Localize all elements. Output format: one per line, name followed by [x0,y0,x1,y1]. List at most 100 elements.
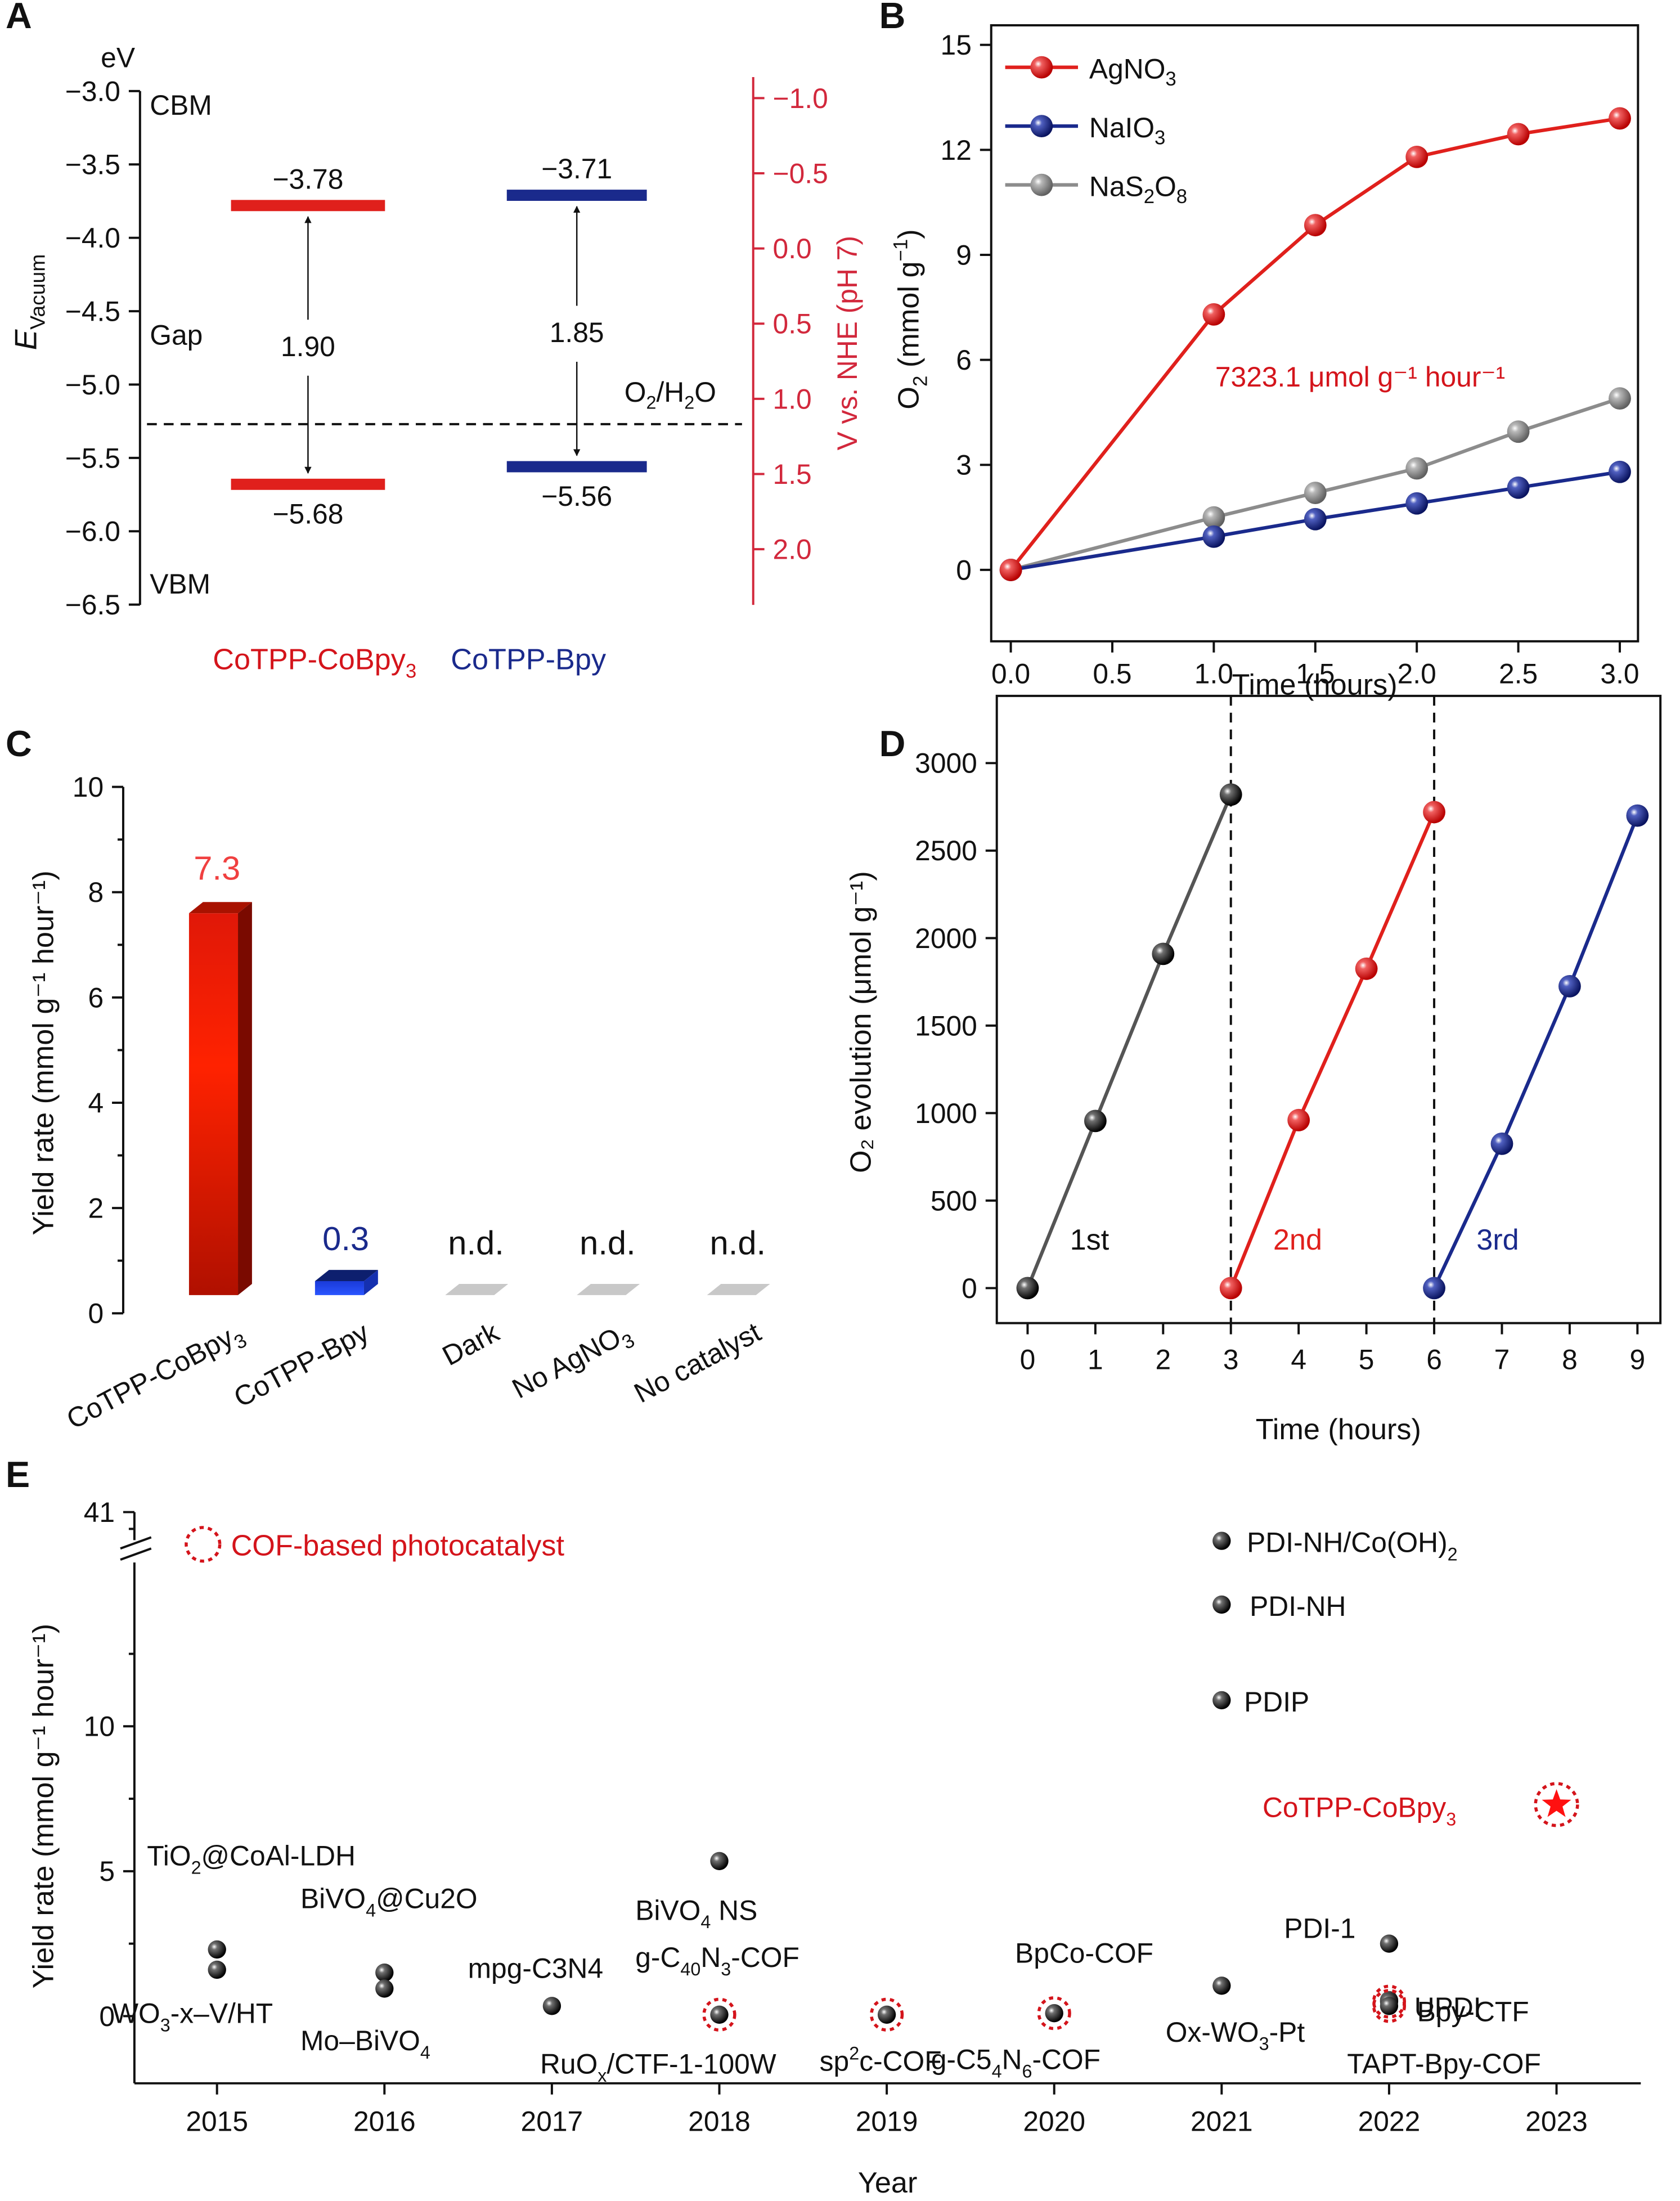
tick-label: 3 [956,450,972,481]
panel-a-vbm-label: VBM [150,568,210,600]
panel-b-rate-annotation: 7323.1 μmol g⁻¹ hour⁻¹ [1215,361,1505,393]
cycle-label: 3rd [1476,1224,1519,1256]
cof-marker-ring [1372,1984,1407,2019]
bar-top [315,1270,378,1281]
panel-a-band-diagram: A eV −3.0 −3.5 −4.0 −4.5 −5.0 −5.5 −6.0 −6.5 EV… [6,0,863,682]
series-line-NaS2O8 [1010,397,1620,572]
bar-CoTPP-Bpy [315,1281,364,1295]
bar-Dark [445,1283,509,1295]
panel-a-right-ticks: −1.0 −0.5 0.0 0.5 1.0 1.5 2.0 [753,83,828,565]
vbm-value: −5.68 [272,498,343,529]
panel-d-ylabel: O₂ evolution (μmol g⁻¹) [845,871,878,1173]
tick-label: 4 [1291,1344,1306,1376]
star-icon [1542,1789,1571,1817]
data-point-2nd [1423,801,1445,824]
category-label: CoTPP-CoBpy3 [61,1316,250,1440]
tick-label: −3.5 [65,149,120,181]
point-label: BpCo-COF [1015,1938,1153,1969]
tick-label: 2 [88,1193,104,1224]
tick-label: 10 [84,1711,115,1742]
tick-label: 2015 [186,2105,248,2137]
data-point-2nd [1219,1277,1242,1300]
tick-label: 0 [99,2001,115,2032]
data-point-AgNO3 [1609,107,1631,130]
tick-label: 15 [941,29,972,61]
tick-label: 5 [1359,1344,1374,1376]
series-line-AgNO3 [1009,116,1620,571]
data-point-1st [1016,1277,1039,1300]
panel-a-ylabel: EVacuum [8,254,50,351]
data-point [208,1960,226,1979]
point-label: g-C54N6-COF [931,2044,1100,2082]
cbm-value: −3.71 [541,153,612,185]
data-point-AgNO3 [1304,214,1327,237]
series-line-NaIO3 [1010,470,1620,572]
series-line-2nd [1229,811,1436,1289]
tick-label: 2000 [915,923,977,954]
category-label: Dark [437,1316,504,1372]
tick-label: −3.0 [65,75,120,107]
category-label: CoTPP-Bpy [228,1316,374,1413]
point-label: sp2c-COF [820,2043,942,2077]
point-label: Bpy-CTF [1417,1996,1529,2027]
panel-c-bars: 7.3 CoTPP-CoBpy3 0.3 CoTPP-Bpy n.d. Dark n.d. N… [61,849,770,1440]
data-point-NaIO3 [1609,460,1631,483]
data-point [1212,1977,1231,1995]
data-point-1st [1219,783,1242,806]
tick-label: 3000 [915,748,977,779]
tick-label: 0 [1020,1344,1036,1376]
tick-label: −6.0 [65,516,120,547]
cof-marker-ring [1372,1989,1407,2023]
tick-label: 1000 [915,1098,977,1129]
axis-break-mark [120,1536,152,1550]
tick-label: 6 [956,344,972,376]
tick-label: −5.0 [65,369,120,401]
point-label: PDI-1 [1284,1913,1355,1944]
tick-label: 8 [1562,1344,1578,1376]
svg-text:NaS2O8: NaS2O8 [1089,171,1187,208]
tick-label: −4.5 [65,295,120,327]
cbm-value: −3.78 [272,163,343,195]
tick-label: 2020 [1023,2105,1085,2137]
panel-c-ylabel: Yield rate (mmol g⁻¹ hour⁻¹) [28,870,60,1235]
tick-label: 1.0 [1194,658,1233,689]
panel-a-material-2: CoTPP-Bpy [451,644,607,676]
tick-label: 2023 [1525,2105,1588,2137]
tick-label: 1 [1088,1344,1103,1376]
tick-label: 2021 [1191,2105,1253,2137]
axis-break-mark [120,1547,152,1561]
panel-d-ticks: 0 1 2 3 4 5 6 7 8 9 0 500 1000 1500 2000 2500 3000 [915,748,1645,1376]
point-label: RuOx/CTF-1-100W [540,2048,776,2086]
bar-side [363,1270,378,1295]
tick-label: 1.0 [773,383,812,415]
tick-label: 0.0 [773,233,812,264]
cof-marker-ring [702,1997,736,2032]
tick-label: 0.5 [773,308,812,340]
tick-label: 1.5 [1296,658,1335,689]
point-label: CoTPP-CoBpy3 [1263,1792,1456,1830]
svg-text:NaIO3: NaIO3 [1089,112,1166,149]
data-point [710,2005,729,2024]
point-label: Mo–BiVO4 [300,2025,430,2063]
cbm-level [231,200,385,212]
tick-label: 2017 [521,2105,583,2137]
data-point-3rd [1626,804,1649,827]
data-point-2nd [1355,957,1378,980]
panel-d-series: 1st 2nd 3rd [1016,695,1649,1323]
panel-e-xlabel: Year [858,2167,918,2199]
tick-label: 5 [99,1856,115,1887]
panel-a-cbm-label: CBM [150,89,212,121]
tick-label: 41 [84,1497,115,1528]
data-point [375,1979,394,1998]
tick-label: 2019 [856,2105,918,2137]
panel-e-letter: E [6,1454,30,1495]
bar-value-label: n.d. [448,1224,504,1262]
data-point [1212,1595,1231,1614]
point-label: WO3-x–V/HT [112,1998,273,2036]
data-point-NaIO3 [1507,476,1530,499]
panel-b-ticks: 0.0 0.5 1.0 1.5 2.0 2.5 3.0 0 3 6 9 12 15 [941,29,1639,689]
panel-a-right-label: V vs. NHE (pH 7) [832,236,863,450]
point-label: TiO2@CoAl-LDH [147,1840,356,1878]
tick-label: 2018 [688,2105,751,2137]
data-point [375,1963,394,1982]
